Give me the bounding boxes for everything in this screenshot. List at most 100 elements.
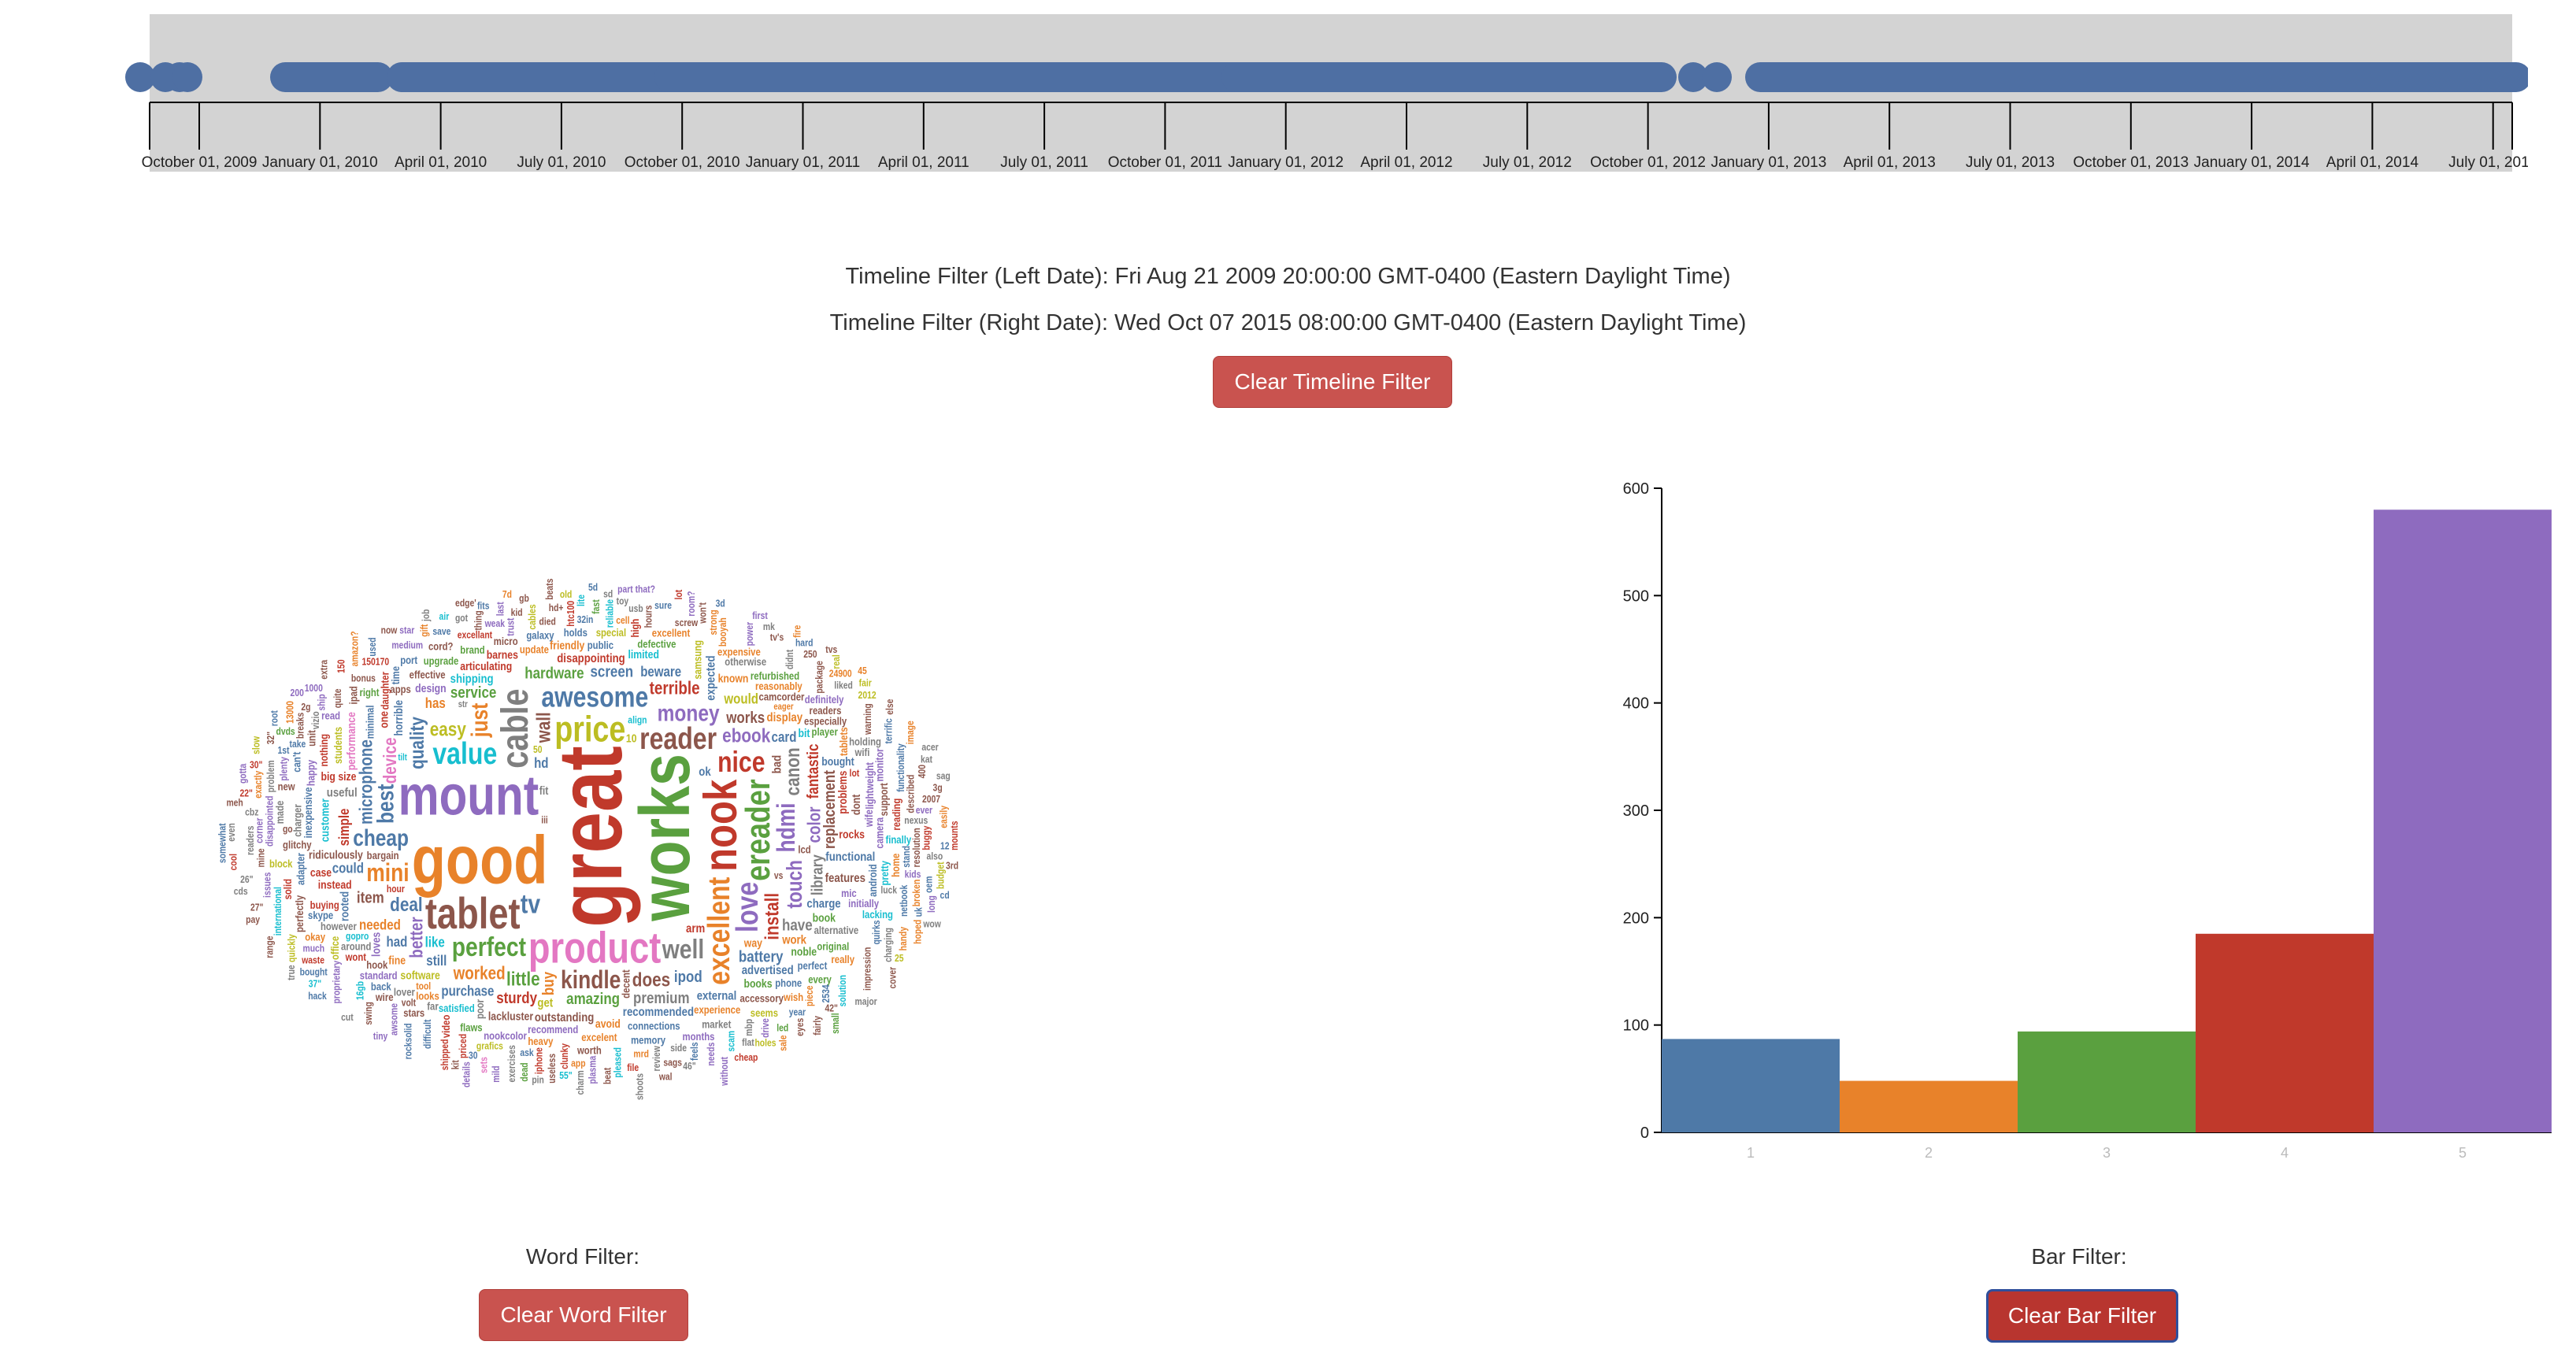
word-cloud-word[interactable]: design (415, 683, 447, 695)
word-cloud-word[interactable]: tablets (838, 727, 850, 756)
word-cloud-word[interactable]: readers (245, 826, 256, 856)
word-cloud-word[interactable]: screen (590, 662, 633, 680)
word-cloud-word[interactable]: advertised (742, 963, 794, 977)
word-cloud-word[interactable]: little (506, 968, 540, 990)
word-cloud-word[interactable]: hours (643, 606, 654, 628)
word-cloud-word[interactable]: charging (883, 928, 894, 962)
word-cloud-word[interactable]: inexpensive (302, 787, 314, 838)
word-cloud-word[interactable]: tvs (825, 644, 837, 655)
word-cloud-word[interactable]: tv's (770, 632, 784, 643)
word-cloud-word[interactable]: without (719, 1056, 730, 1086)
word-cloud-word[interactable]: job (421, 609, 432, 622)
word-cloud-word[interactable]: feels (689, 1042, 700, 1061)
word-cloud-word[interactable]: flaws (460, 1021, 483, 1033)
word-cloud-word[interactable]: apps (390, 684, 411, 695)
word-cloud-word[interactable]: 7d (502, 589, 512, 600)
word-cloud-word[interactable]: ridiculously (309, 850, 363, 862)
word-cloud-word[interactable]: beats (544, 579, 555, 600)
word-cloud-word[interactable]: phone (775, 977, 802, 989)
clear-bar-filter-button[interactable]: Clear Bar Filter (1986, 1289, 2178, 1343)
word-cloud-word[interactable]: ipod (674, 968, 702, 986)
word-cloud-word[interactable]: months (683, 1031, 715, 1043)
word-cloud-word[interactable]: camera (874, 817, 886, 849)
word-cloud-word[interactable]: sure (654, 600, 672, 611)
word-cloud-word[interactable]: issues (261, 873, 272, 898)
word-cloud-word[interactable]: 12 (940, 841, 950, 852)
word-cloud-word[interactable]: lackluster (488, 1010, 533, 1023)
word-cloud-word[interactable]: mounts (949, 821, 960, 850)
word-cloud-word[interactable]: didnt (784, 649, 795, 669)
word-cloud-word[interactable]: device (380, 738, 400, 784)
word-cloud-word[interactable]: scam (725, 1031, 736, 1052)
word-cloud-word[interactable]: cell (616, 615, 629, 626)
word-cloud-word[interactable]: just (467, 703, 493, 738)
word-cloud-word[interactable]: lover (394, 987, 416, 999)
word-cloud-word[interactable]: book (813, 913, 836, 925)
word-cloud-word[interactable]: mrd (633, 1049, 649, 1060)
word-cloud-word[interactable]: wal (658, 1072, 673, 1083)
word-cloud-word[interactable]: gopro (346, 931, 369, 942)
word-cloud-word[interactable]: review (651, 1046, 662, 1071)
word-cloud-word[interactable]: handy (898, 927, 909, 951)
word-cloud-word[interactable]: eyes (795, 1018, 806, 1036)
word-cloud-word[interactable]: functionality (895, 743, 906, 792)
word-cloud-word[interactable]: side (670, 1043, 687, 1054)
word-cloud-word[interactable]: hack (308, 991, 327, 1002)
word-cloud-word[interactable]: difficult (422, 1019, 433, 1049)
word-cloud-word[interactable]: problems (837, 771, 850, 814)
word-cloud-word[interactable]: effective (410, 669, 446, 681)
word-cloud-word[interactable]: 27" (250, 902, 263, 913)
word-cloud-word[interactable]: every (808, 973, 832, 985)
word-cloud-word[interactable]: perfect (798, 960, 828, 972)
word-cloud-word[interactable]: nice (717, 746, 765, 778)
word-cloud-word[interactable]: skype (308, 910, 333, 921)
word-cloud-word[interactable]: articulating (460, 661, 512, 673)
word-cloud-word[interactable]: sturdy (496, 989, 537, 1007)
word-cloud-word[interactable]: charger (292, 804, 304, 837)
word-cloud-word[interactable]: bonus (351, 673, 376, 684)
word-cloud-word[interactable]: problem (265, 760, 276, 792)
word-cloud-word[interactable]: tv (521, 889, 541, 919)
word-cloud-word[interactable]: instead (318, 880, 352, 892)
word-cloud-word[interactable]: finally (885, 834, 911, 846)
word-cloud-word[interactable]: pin (532, 1075, 544, 1086)
word-cloud-word[interactable]: replacement (821, 770, 839, 849)
word-cloud-word[interactable]: weak (484, 618, 506, 629)
word-cloud-word[interactable]: power (744, 622, 755, 647)
word-cloud-word[interactable]: 3d (716, 598, 725, 610)
word-cloud-word[interactable]: hour (387, 884, 405, 895)
word-cloud-word[interactable]: mbp (743, 1019, 754, 1036)
word-cloud-word[interactable]: noble (791, 947, 817, 959)
word-cloud-word[interactable]: 1000 (305, 683, 323, 694)
word-cloud-word[interactable]: cd (940, 890, 950, 901)
word-cloud-word[interactable]: charm (575, 1070, 586, 1095)
word-cloud-word[interactable]: easy (430, 718, 466, 740)
word-cloud-word[interactable]: standard (360, 970, 398, 982)
word-cloud-word[interactable]: tiny (373, 1031, 387, 1042)
word-cloud-word[interactable]: worked (453, 963, 506, 984)
word-cloud-word[interactable]: oem (924, 876, 935, 893)
word-cloud-word[interactable]: described (906, 775, 917, 813)
word-cloud-word[interactable]: won't (698, 602, 709, 624)
word-cloud-word[interactable]: edge' (455, 598, 476, 609)
word-cloud-word[interactable]: breaks (295, 713, 306, 739)
word-cloud-word[interactable]: eager (773, 702, 794, 712)
word-cloud-word[interactable]: room? (686, 591, 697, 617)
word-cloud-word[interactable]: strong (708, 610, 719, 635)
word-cloud-word[interactable]: toy (617, 596, 629, 607)
word-cloud-word[interactable]: holds (564, 627, 587, 639)
word-cloud-word[interactable]: heavy (528, 1036, 553, 1047)
word-cloud-word[interactable]: rooted (339, 891, 352, 921)
word-cloud-word[interactable]: loves (370, 932, 383, 957)
word-cloud-word[interactable]: definitely (805, 694, 844, 706)
word-cloud-word[interactable]: screw (675, 617, 699, 628)
word-cloud-word[interactable]: ship (317, 694, 328, 711)
word-cloud-word[interactable]: go (283, 824, 293, 835)
word-cloud-word[interactable]: range (265, 936, 276, 958)
word-cloud-word[interactable]: camcorder (759, 691, 805, 702)
word-cloud-word[interactable]: canon (782, 747, 804, 795)
word-cloud-word[interactable]: made (274, 800, 286, 824)
word-cloud-word[interactable]: drive (760, 1018, 771, 1038)
word-cloud-word[interactable]: seems (751, 1007, 778, 1019)
